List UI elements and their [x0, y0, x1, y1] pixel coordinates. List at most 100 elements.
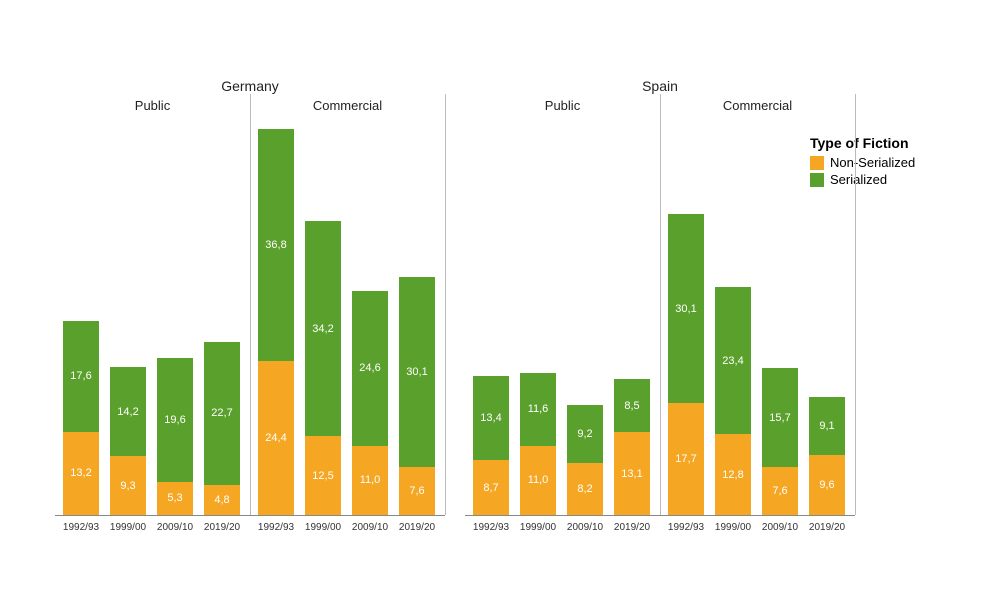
bar-segment-serialized: 24,6: [352, 291, 388, 446]
x-tick-label: 2009/10: [151, 522, 199, 533]
x-tick-label: 2009/10: [561, 522, 609, 533]
bar: 15,77,6: [762, 368, 798, 515]
x-tick-label: 1999/00: [299, 522, 347, 533]
bar-value-label: 9,1: [819, 420, 834, 432]
panel-divider: [660, 94, 661, 515]
bar: 30,1 7,6: [399, 277, 435, 515]
sector-label: Public: [465, 98, 660, 113]
bar: 14,2 9,3: [110, 367, 146, 515]
bar: 23,4 12,8: [715, 287, 751, 515]
bar-value-label: 34,2: [312, 323, 333, 335]
x-tick-label: 2019/20: [608, 522, 656, 533]
bar-segment-non-serialized: 11,0: [520, 446, 556, 515]
bar-value-label: 30,1: [406, 366, 427, 378]
x-tick-label: 1999/00: [104, 522, 152, 533]
bar-segment-serialized: 13,4: [473, 376, 509, 460]
bar-segment-serialized: 22,7: [204, 342, 240, 485]
bar-value-label: 13,4: [480, 412, 501, 424]
x-tick-label: 1999/00: [514, 522, 562, 533]
country-label: Germany: [55, 78, 445, 94]
bar-value-label: 24,4: [265, 432, 286, 444]
x-tick-label: 2009/10: [346, 522, 394, 533]
country-label: Spain: [465, 78, 855, 94]
bar-segment-serialized: 15,7: [762, 368, 798, 467]
bar: 9,2 8,2: [567, 405, 603, 515]
bar: 17,6 13,2: [63, 321, 99, 515]
bar-value-label: 13,2: [70, 467, 91, 479]
legend-label: Non-Serialized: [830, 155, 915, 170]
bar-value-label: 9,2: [577, 428, 592, 440]
bar-segment-non-serialized: 24,4: [258, 361, 294, 515]
x-tick-label: 1992/93: [252, 522, 300, 533]
bar-segment-non-serialized: 9,6: [809, 455, 845, 515]
bar-value-label: 24,6: [359, 362, 380, 374]
bar-value-label: 17,7: [675, 453, 696, 465]
bar-value-label: 7,6: [409, 485, 424, 497]
bar-segment-serialized: 19,6: [157, 358, 193, 481]
legend-label: Serialized: [830, 172, 887, 187]
bar-value-label: 8,5: [624, 400, 639, 412]
x-tick-label: 1992/93: [662, 522, 710, 533]
legend-item: Non-Serialized: [810, 155, 915, 170]
bar-segment-non-serialized: 9,3: [110, 456, 146, 515]
bar-segment-serialized: 30,1: [399, 277, 435, 467]
country-divider: [855, 94, 856, 515]
bar: 9,1 9,6: [809, 397, 845, 515]
x-tick-label: 2019/20: [198, 522, 246, 533]
bar-segment-non-serialized: 11,0: [352, 446, 388, 515]
bar-segment-serialized: 9,1: [809, 397, 845, 454]
bar-value-label: 13,1: [621, 468, 642, 480]
bar: 8,5 13,1: [614, 379, 650, 515]
sector-label: Commercial: [660, 98, 855, 113]
bar: 11,6 11,0: [520, 373, 556, 515]
sector-label: Commercial: [250, 98, 445, 113]
x-tick-label: 1999/00: [709, 522, 757, 533]
bar-segment-non-serialized: 4,8: [204, 485, 240, 515]
bar-value-label: 30,1: [675, 303, 696, 315]
bar-segment-serialized: 36,8: [258, 129, 294, 361]
bar: 34,2 12,5: [305, 221, 341, 515]
country-divider: [445, 94, 446, 515]
bar-segment-serialized: 9,2: [567, 405, 603, 463]
legend-swatch: [810, 173, 824, 187]
bar: 30,1 17,7: [668, 214, 704, 515]
bar-value-label: 9,6: [819, 479, 834, 491]
bar: 22,7 4,8: [204, 342, 240, 515]
x-axis-baseline: [465, 515, 855, 516]
x-tick-label: 1992/93: [57, 522, 105, 533]
bar-value-label: 12,8: [722, 469, 743, 481]
bar-segment-non-serialized: 13,2: [63, 432, 99, 515]
bar-value-label: 8,2: [577, 483, 592, 495]
bar: 19,6 5,3: [157, 358, 193, 515]
bar-value-label: 8,7: [483, 482, 498, 494]
bar-segment-serialized: 17,6: [63, 321, 99, 432]
bar: 36,8 24,4: [258, 129, 294, 515]
bar-value-label: 12,5: [312, 470, 333, 482]
bar-segment-serialized: 23,4: [715, 287, 751, 434]
bar-segment-serialized: 11,6: [520, 373, 556, 446]
x-tick-label: 2019/20: [393, 522, 441, 533]
bar-value-label: 9,3: [120, 480, 135, 492]
bar-value-label: 17,6: [70, 370, 91, 382]
bar-segment-serialized: 14,2: [110, 367, 146, 456]
bar-value-label: 5,3: [167, 492, 182, 504]
bar: 24,6 11,0: [352, 291, 388, 515]
bar-value-label: 11,6: [528, 403, 549, 415]
bar-value-label: 23,4: [722, 355, 743, 367]
bar-segment-non-serialized: 5,3: [157, 482, 193, 515]
bar: 13,4 8,7: [473, 376, 509, 515]
bar-segment-non-serialized: 12,8: [715, 434, 751, 515]
bar-value-label: 19,6: [164, 414, 185, 426]
x-tick-label: 1992/93: [467, 522, 515, 533]
bar-segment-serialized: 34,2: [305, 221, 341, 436]
legend-swatch: [810, 156, 824, 170]
bar-value-label: 14,2: [117, 406, 138, 418]
sector-label: Public: [55, 98, 250, 113]
bar-value-label: 11,0: [528, 474, 549, 486]
bar-value-label: 15,7: [769, 412, 790, 424]
bar-segment-serialized: 30,1: [668, 214, 704, 404]
bar-value-label: 36,8: [265, 239, 286, 251]
bar-segment-serialized: 8,5: [614, 379, 650, 433]
bar-value-label: 4,8: [214, 494, 229, 506]
panel-divider: [250, 94, 251, 515]
